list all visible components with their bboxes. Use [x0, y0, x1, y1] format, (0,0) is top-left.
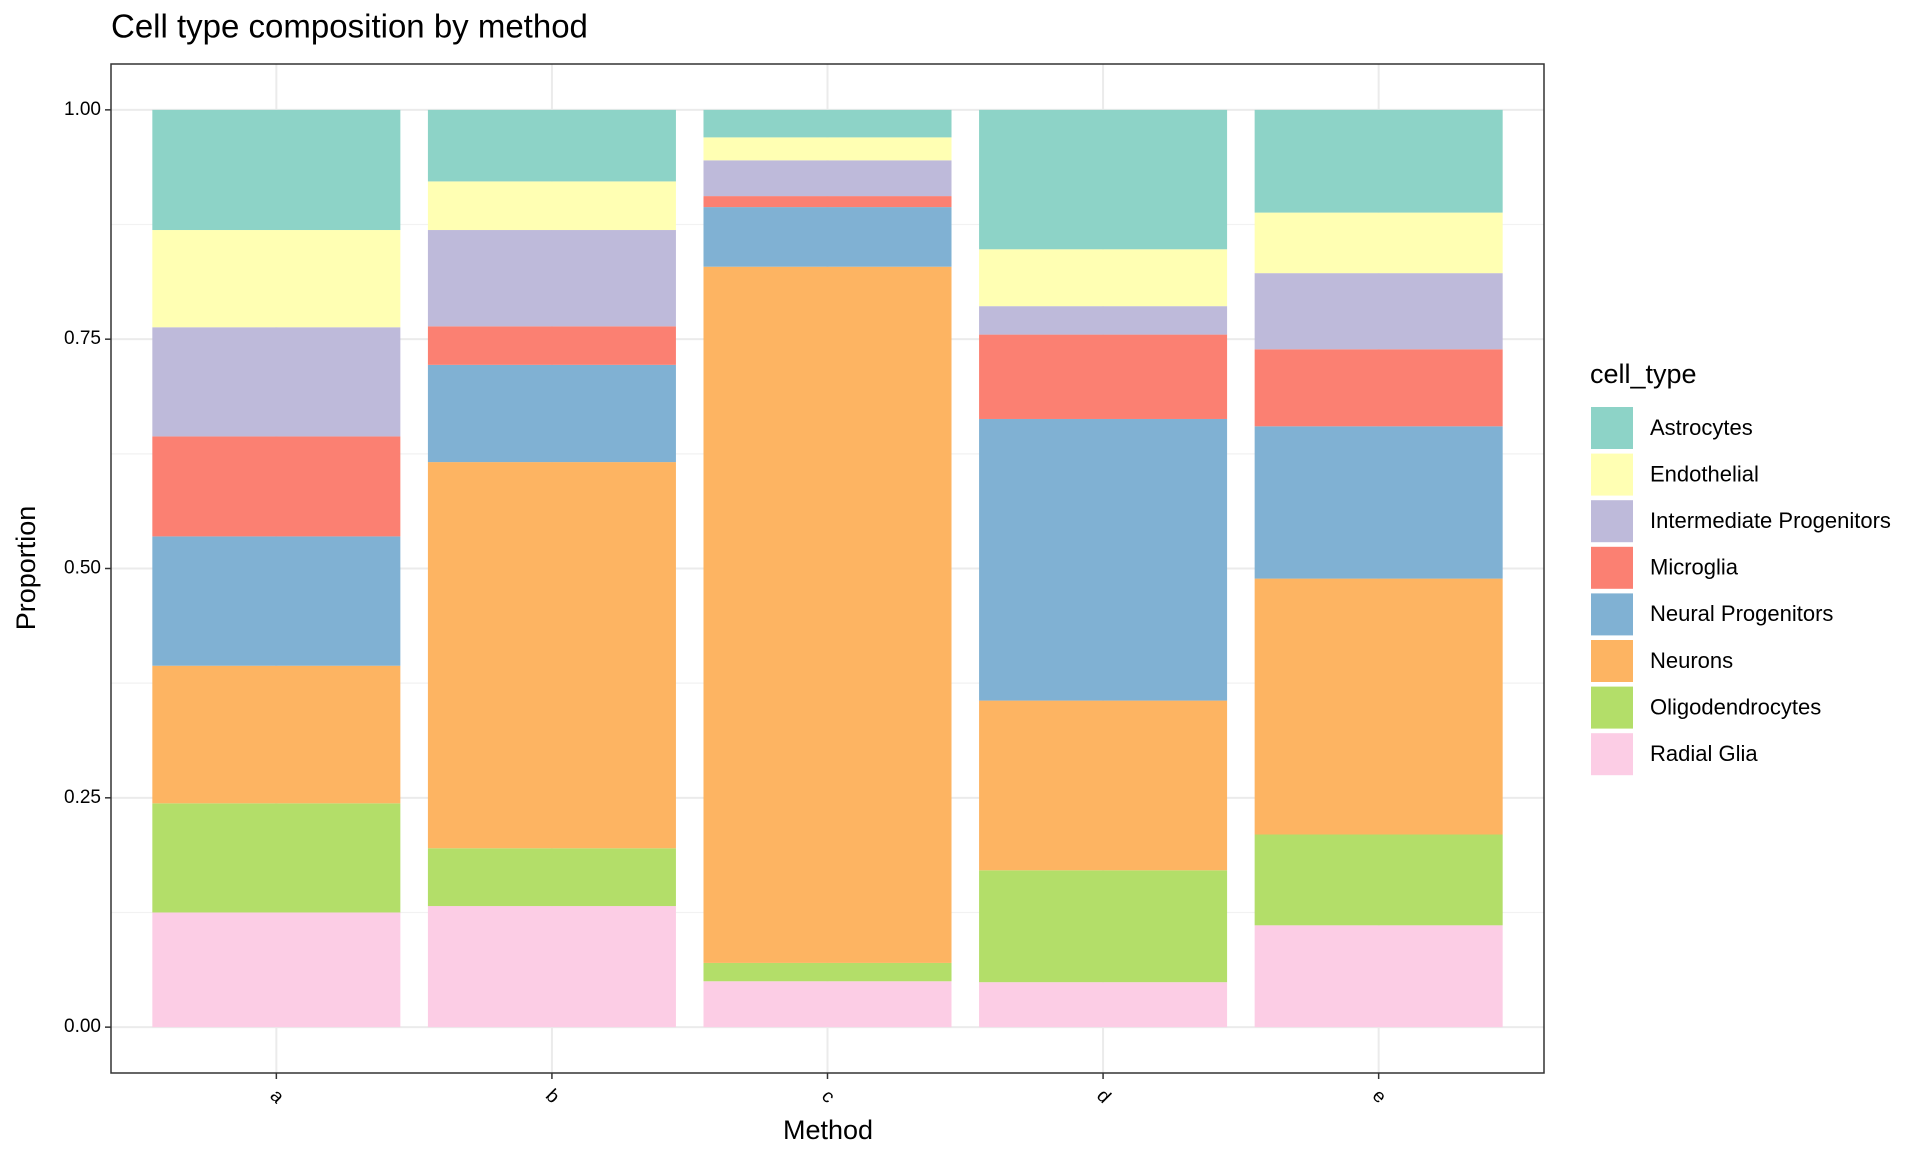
legend-label: Endothelial — [1650, 461, 1759, 486]
bar-segment — [979, 249, 1228, 307]
chart-title: Cell type composition by method — [111, 8, 588, 45]
bar-segment — [427, 109, 676, 182]
bar-segment — [1254, 426, 1503, 579]
legend-key — [1591, 407, 1633, 449]
y-tick-label: 0.50 — [64, 558, 101, 579]
y-axis-title: Proportion — [11, 506, 41, 631]
bar-segment — [152, 436, 401, 537]
bar-segment — [1254, 109, 1503, 213]
legend-label: Neural Progenitors — [1650, 601, 1833, 626]
bar-segment — [979, 870, 1228, 983]
bar-segment — [427, 326, 676, 365]
x-tick-label: d — [1092, 1085, 1114, 1107]
x-axis-title: Method — [783, 1115, 873, 1145]
bar-segment — [427, 906, 676, 1028]
legend-label: Intermediate Progenitors — [1650, 508, 1891, 533]
legend-label: Oligodendrocytes — [1650, 694, 1821, 719]
legend-label: Astrocytes — [1650, 415, 1753, 440]
bar-segment — [703, 981, 952, 1028]
bar-segment — [1254, 578, 1503, 835]
bar-segment — [979, 418, 1228, 701]
legend-key — [1591, 733, 1633, 776]
legend-key — [1591, 453, 1633, 496]
y-tick-label: 1.00 — [64, 99, 101, 120]
bar-segment — [979, 334, 1228, 419]
legend-label: Neurons — [1650, 648, 1733, 673]
bar-segment — [979, 306, 1228, 335]
bar-segment — [152, 327, 401, 437]
legend-key — [1591, 546, 1633, 589]
bar-segment — [703, 109, 952, 138]
x-tick-label: b — [541, 1085, 563, 1107]
bar-segment — [703, 207, 952, 267]
bar-segment — [152, 230, 401, 328]
legend-key — [1591, 640, 1633, 682]
bar-segment — [703, 266, 952, 963]
x-tick-label: e — [1368, 1085, 1390, 1107]
bar-segment — [1254, 212, 1503, 274]
bar-segment — [152, 665, 401, 804]
bar-segment — [1254, 273, 1503, 350]
legend-key — [1591, 593, 1633, 636]
bar-segment — [427, 848, 676, 907]
panel-border — [110, 63, 1545, 1074]
legend-title: cell_type — [1590, 359, 1697, 389]
bar-segment — [427, 462, 676, 849]
y-tick-label: 0.75 — [64, 328, 101, 349]
legend-key — [1591, 686, 1633, 729]
legend-key — [1591, 500, 1633, 543]
bar-segment — [979, 700, 1228, 871]
bar-segment — [1254, 349, 1503, 427]
bar-segment — [152, 109, 401, 231]
y-tick-label: 0.25 — [64, 787, 101, 808]
bar-segment — [703, 962, 952, 982]
bar-segment — [703, 137, 952, 161]
bar-segment — [427, 181, 676, 231]
x-tick-label: a — [266, 1085, 289, 1108]
bar-segment — [703, 196, 952, 208]
x-tick-label: c — [817, 1086, 839, 1108]
bar-segment — [152, 536, 401, 666]
bar-segment — [427, 364, 676, 463]
legend-label: Radial Glia — [1650, 741, 1758, 766]
bar-segment — [1254, 925, 1503, 1028]
bar-segment — [152, 912, 401, 1028]
bar-segment — [1254, 834, 1503, 926]
legend-label: Microglia — [1650, 555, 1739, 580]
bar-segment — [979, 982, 1228, 1028]
bar-segment — [703, 160, 952, 197]
bar-segment — [152, 803, 401, 913]
y-tick-label: 0.00 — [64, 1016, 101, 1037]
bar-segment — [427, 230, 676, 327]
bar-segment — [979, 109, 1228, 250]
